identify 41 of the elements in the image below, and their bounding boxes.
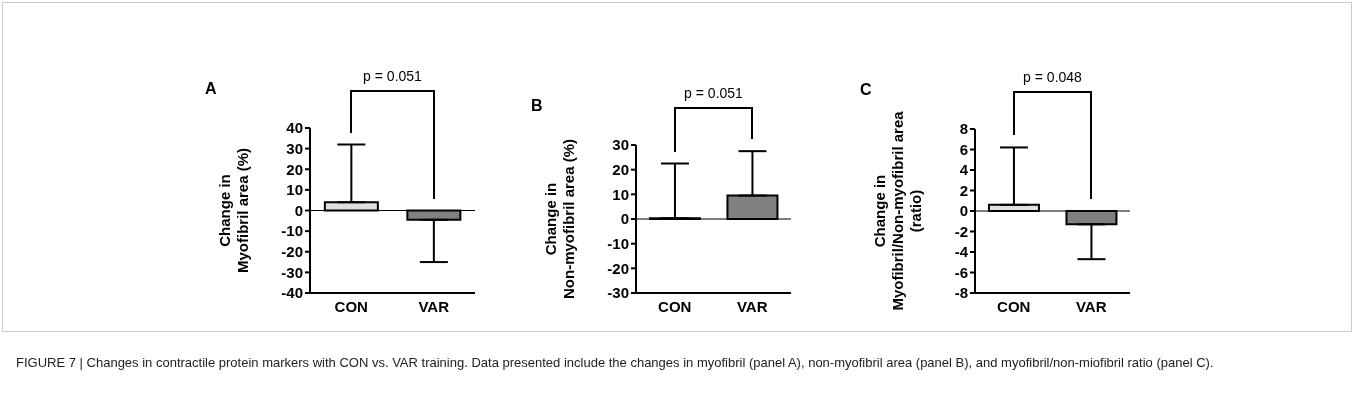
y-tick-label: 20 (612, 160, 629, 178)
x-tick-label: VAR (1075, 297, 1107, 315)
y-tick-label: -10 (607, 234, 629, 252)
y-tick-label: 10 (612, 185, 629, 203)
chart-title: B (531, 97, 543, 115)
y-tick-label: 0 (294, 201, 303, 219)
x-tick-label: VAR (736, 297, 768, 315)
y-tick-label: -40 (281, 284, 303, 302)
text: p = 0.048 (1023, 69, 1082, 85)
y-tick-label: 8 (959, 120, 968, 138)
y-axis-title: Change in Myofibril area (%) (216, 147, 251, 274)
y-tick-label: -20 (607, 259, 629, 277)
y-tick-label: -6 (954, 263, 968, 281)
y-tick-label: 30 (612, 136, 629, 154)
y-tick-label: -10 (281, 222, 303, 240)
chart-title: C (860, 81, 872, 99)
y-tick-label: -20 (281, 243, 303, 261)
y-tick-label: 20 (286, 160, 303, 178)
y-tick-label: 4 (959, 161, 969, 179)
x-tick-label: CON (997, 297, 1031, 315)
y-tick-label: 6 (959, 140, 968, 158)
caption: FIGURE 7 | Changes in contractile protein markers with CON vs. VAR training. Data presented include the changes in myofibril (panel A), non-myofibril area (panel B), and myofibril/non-miofibril ratio (panel C). (16, 354, 1215, 372)
x-tick-label: VAR (418, 297, 450, 315)
text: p = 0.051 (684, 85, 743, 101)
text: p = 0.051 (363, 68, 422, 84)
y-axis-title: Change in Myofibril/Non-myofibril area (ratio) (871, 110, 924, 311)
y-tick-label: 10 (286, 181, 303, 199)
y-tick-label: 2 (959, 181, 968, 199)
y-tick-label: -4 (954, 243, 969, 261)
chart-title: A (205, 80, 217, 98)
y-tick-label: 30 (286, 139, 303, 157)
x-tick-label: CON (658, 297, 692, 315)
y-tick-label: -8 (954, 284, 968, 302)
x-tick-label: CON (334, 297, 368, 315)
y-tick-label: -30 (607, 284, 629, 302)
y-tick-label: -30 (281, 263, 303, 281)
y-tick-label: 0 (959, 202, 968, 220)
y-tick-label: -2 (954, 222, 968, 240)
y-tick-label: 40 (286, 119, 303, 137)
y-tick-label: 0 (620, 210, 629, 228)
y-axis-title: Change in Non-myofibril area (%) (542, 138, 577, 300)
